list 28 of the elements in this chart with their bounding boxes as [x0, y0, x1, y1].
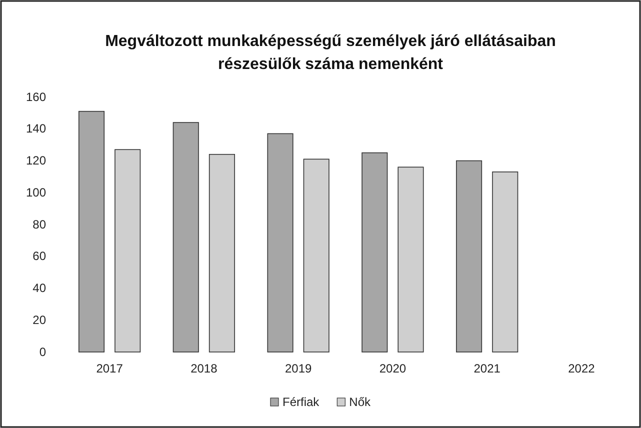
bar [208, 154, 236, 352]
x-tick-label: 2021 [474, 362, 501, 376]
y-tick-label: 40 [32, 281, 46, 296]
x-tick-label: 2022 [568, 362, 596, 376]
x-tick-label: 2017 [96, 362, 124, 376]
legend-label: Nők [349, 395, 372, 409]
chart-title: Megváltozott munkaképességű személyek járó ellátásaiban részesülők száma nemenként [105, 33, 556, 73]
y-tick-label: 140 [26, 122, 46, 136]
legend-label: Férfiak [282, 395, 320, 409]
bar [78, 110, 105, 352]
bar [398, 166, 424, 352]
y-tick-label: 100 [26, 185, 46, 200]
bar [303, 158, 330, 352]
y-tick-label: 120 [26, 154, 46, 168]
x-tick-label: 2018 [190, 362, 218, 376]
bar [172, 122, 199, 352]
y-tick-label: 20 [32, 312, 46, 327]
bar [267, 133, 294, 352]
x-tick-label: 2019 [284, 362, 312, 376]
bar [114, 149, 141, 352]
y-tick-label: 0 [39, 344, 46, 359]
bar [492, 172, 518, 352]
y-tick-label: 80 [32, 217, 46, 232]
y-tick-label: 60 [32, 249, 46, 264]
x-tick-label: 2020 [379, 362, 406, 376]
bar [456, 160, 482, 352]
y-tick-label: 160 [26, 90, 46, 104]
bar [362, 152, 388, 352]
